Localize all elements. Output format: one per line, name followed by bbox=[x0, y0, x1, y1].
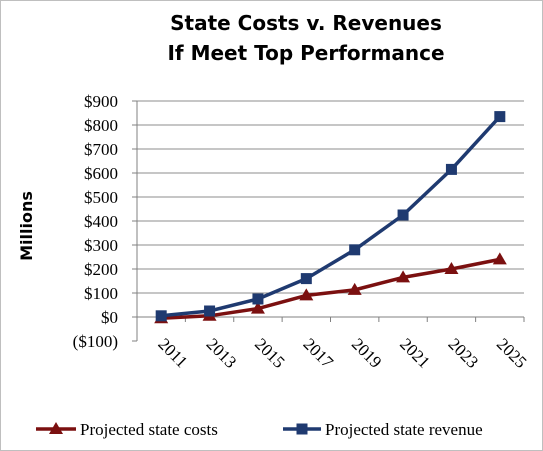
data-point-costs bbox=[492, 252, 507, 265]
y-tick-label: $0 bbox=[101, 308, 118, 327]
y-tick-label: $300 bbox=[84, 236, 118, 255]
x-tick-label: 2023 bbox=[445, 334, 482, 371]
y-tick-label: $200 bbox=[84, 260, 118, 279]
legend-item-revenue: Projected state revenue bbox=[283, 420, 483, 439]
legend-marker-square bbox=[296, 423, 308, 435]
x-tick-label: 2015 bbox=[251, 334, 288, 371]
y-tick-label: $700 bbox=[84, 140, 118, 159]
data-point-costs bbox=[299, 288, 314, 301]
data-point-costs bbox=[396, 270, 411, 283]
data-point-revenue bbox=[155, 310, 167, 322]
x-tick-label: 2025 bbox=[493, 334, 530, 371]
y-tick-label: $800 bbox=[84, 116, 118, 135]
y-tick-label: $500 bbox=[84, 188, 118, 207]
series-line-revenue bbox=[161, 115, 502, 318]
series-group bbox=[154, 111, 507, 324]
x-tick-labels: 2011 2013 2015 2017 2019 2021 2023 2025 bbox=[154, 334, 530, 372]
y-tick-labels: ($100) $0 $100 $200 $300 $400 $500 $600 $700 $800… bbox=[73, 92, 118, 351]
y-axis-label: Millions bbox=[17, 191, 36, 261]
x-tick-label: 2021 bbox=[396, 334, 433, 371]
chart-title-line-1: State Costs v. Revenues bbox=[170, 11, 442, 35]
data-point-costs bbox=[347, 282, 362, 295]
x-tick-label: 2013 bbox=[203, 334, 240, 371]
gridlines bbox=[132, 100, 524, 342]
y-tick-label: $100 bbox=[84, 284, 118, 303]
x-tick-label: 2019 bbox=[348, 334, 385, 371]
y-tick-label: $400 bbox=[84, 212, 118, 231]
legend: Projected state costs Projected state rev… bbox=[36, 420, 483, 439]
data-point-revenue bbox=[204, 305, 216, 317]
x-tick-label: 2011 bbox=[154, 334, 191, 371]
data-point-costs bbox=[250, 301, 265, 314]
chart-title-line-2: If Meet Top Performance bbox=[167, 41, 444, 65]
data-point-costs bbox=[444, 262, 459, 274]
legend-label: Projected state revenue bbox=[325, 420, 483, 439]
series-line-costs bbox=[161, 257, 501, 320]
chart-title: State Costs v. Revenues If Meet Top Perf… bbox=[167, 11, 444, 65]
data-point-revenue bbox=[349, 244, 361, 256]
data-point-revenue bbox=[445, 163, 457, 175]
data-point-revenue bbox=[494, 111, 506, 123]
data-point-revenue bbox=[252, 293, 264, 305]
data-point-revenue bbox=[397, 209, 409, 221]
legend-marker-triangle bbox=[49, 422, 63, 434]
y-tick-label: $600 bbox=[84, 164, 118, 183]
legend-label: Projected state costs bbox=[80, 420, 218, 439]
data-point-revenue bbox=[300, 273, 312, 285]
x-tick-label: 2017 bbox=[299, 334, 337, 372]
y-tick-label: $900 bbox=[84, 92, 118, 111]
y-tick-label: ($100) bbox=[73, 332, 118, 351]
legend-item-costs: Projected state costs bbox=[36, 420, 218, 439]
